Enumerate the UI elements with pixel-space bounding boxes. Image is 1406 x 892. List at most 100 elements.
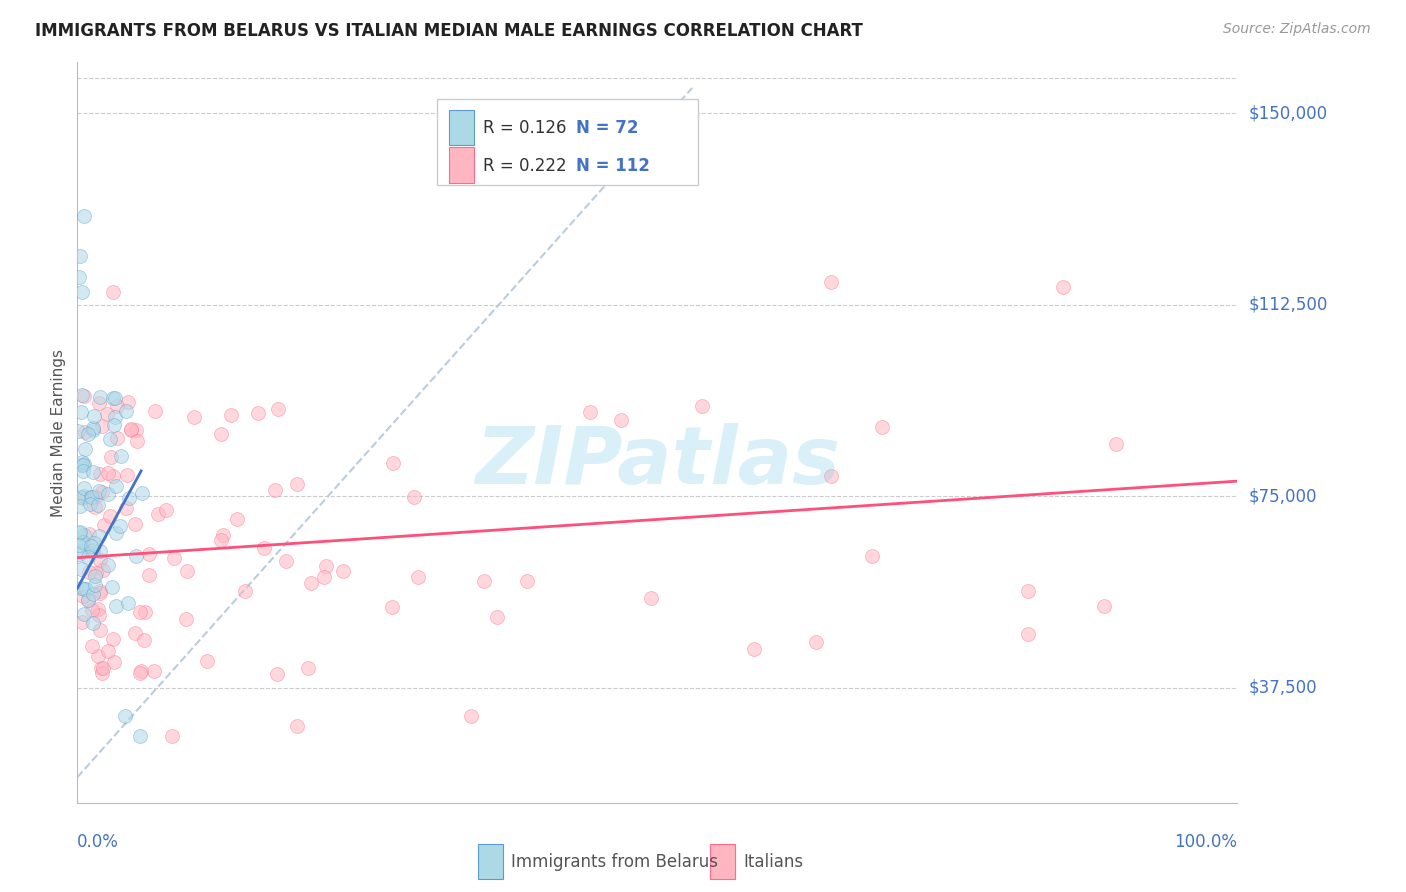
Point <box>120 423 142 437</box>
Point <box>209 533 232 547</box>
Point <box>124 516 146 531</box>
Point <box>742 642 765 657</box>
Point <box>93 518 115 533</box>
Point <box>516 574 538 588</box>
Point <box>872 420 894 434</box>
Point <box>332 565 354 579</box>
Point <box>132 633 155 648</box>
Point <box>73 209 96 223</box>
Point <box>129 605 152 619</box>
Point <box>98 432 121 446</box>
Point <box>105 399 128 413</box>
Text: R = 0.126: R = 0.126 <box>484 120 567 137</box>
Y-axis label: Median Male Earnings: Median Male Earnings <box>51 349 66 516</box>
FancyBboxPatch shape <box>478 844 503 879</box>
Point <box>125 549 148 563</box>
Point <box>66 424 89 438</box>
Point <box>274 554 297 568</box>
Point <box>82 421 104 435</box>
Point <box>225 512 247 526</box>
Point <box>804 635 827 649</box>
Point <box>89 467 111 482</box>
Point <box>67 547 90 561</box>
Point <box>128 730 150 744</box>
Point <box>103 655 125 669</box>
Text: N = 72: N = 72 <box>576 120 638 137</box>
Point <box>80 539 103 553</box>
Point <box>131 486 153 500</box>
Point <box>80 603 103 617</box>
Point <box>72 458 94 472</box>
Point <box>77 593 100 607</box>
Point <box>820 275 842 289</box>
Point <box>84 500 107 515</box>
Point <box>90 418 112 433</box>
Point <box>97 466 120 480</box>
Point <box>82 423 104 437</box>
Point <box>408 570 430 584</box>
Point <box>77 592 100 607</box>
Point <box>117 395 139 409</box>
Point <box>82 543 104 558</box>
Point <box>460 709 482 723</box>
Point <box>69 562 91 576</box>
Point <box>70 404 93 418</box>
Point <box>96 407 118 421</box>
Point <box>105 431 128 445</box>
Point <box>72 589 94 603</box>
Point <box>195 653 218 667</box>
Point <box>115 468 138 483</box>
Point <box>70 581 93 595</box>
Point <box>90 661 112 675</box>
Point <box>84 569 107 583</box>
Point <box>138 568 160 582</box>
Point <box>72 464 94 478</box>
Point <box>82 616 104 631</box>
Point <box>73 607 96 621</box>
Point <box>120 422 142 436</box>
Point <box>79 497 101 511</box>
Point <box>860 549 883 564</box>
Point <box>1105 437 1128 451</box>
Point <box>299 576 322 591</box>
Point <box>110 449 132 463</box>
Point <box>97 487 120 501</box>
Point <box>72 455 94 469</box>
Point <box>97 558 120 572</box>
Point <box>211 427 233 442</box>
Point <box>70 544 93 558</box>
Point <box>219 408 242 422</box>
FancyBboxPatch shape <box>710 844 735 879</box>
Point <box>143 404 166 418</box>
Point <box>115 500 138 515</box>
Point <box>73 425 96 439</box>
Point <box>89 553 111 567</box>
Point <box>98 508 121 523</box>
Point <box>692 399 714 413</box>
Point <box>87 498 110 512</box>
Point <box>72 388 94 402</box>
Point <box>69 538 91 552</box>
Point <box>97 644 120 658</box>
Point <box>263 483 285 497</box>
Point <box>89 586 111 600</box>
Point <box>176 564 198 578</box>
Point <box>579 405 602 419</box>
Point <box>73 489 96 503</box>
Point <box>87 484 110 499</box>
Point <box>89 583 111 598</box>
Point <box>117 596 139 610</box>
Point <box>124 626 146 640</box>
Point <box>134 605 156 619</box>
Point <box>67 525 90 540</box>
Text: $37,500: $37,500 <box>1249 679 1317 697</box>
Point <box>75 582 97 596</box>
Point <box>93 563 115 577</box>
Point <box>70 535 93 549</box>
Point <box>266 667 288 681</box>
Point <box>285 477 308 491</box>
Point <box>101 632 124 647</box>
Point <box>315 558 337 573</box>
Point <box>382 456 405 470</box>
Point <box>174 612 197 626</box>
